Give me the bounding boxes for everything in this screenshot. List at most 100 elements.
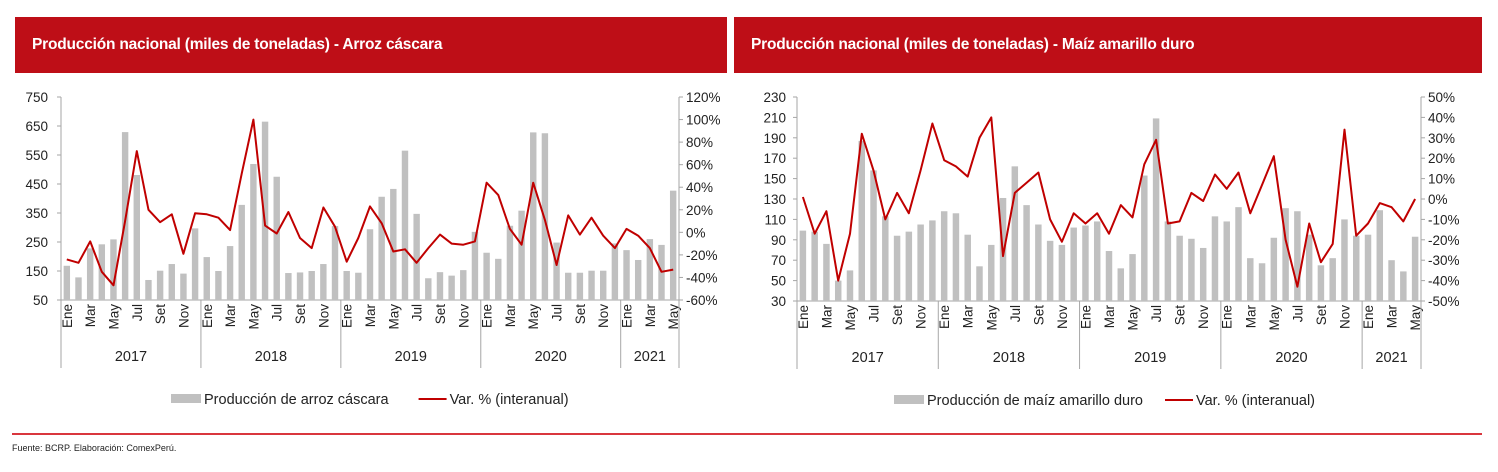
bar	[1223, 221, 1230, 301]
bar	[1364, 234, 1372, 301]
x-tick-label: Ene	[937, 305, 952, 329]
bar	[588, 270, 595, 300]
x-tick-label: Nov	[176, 304, 191, 328]
year-label: 2020	[1275, 350, 1307, 366]
x-tick-label: Ene	[60, 304, 75, 328]
bar	[1164, 221, 1172, 301]
bar	[495, 258, 502, 300]
bar	[460, 270, 467, 300]
bar	[870, 170, 877, 301]
legend-label-bar: Producción de arroz cáscara	[204, 392, 389, 408]
y-tick-label-left: 550	[25, 148, 48, 163]
bar	[1093, 221, 1101, 301]
legend-bar-swatch	[894, 395, 924, 404]
x-tick-label: Nov	[316, 304, 331, 328]
y-tick-label-right: 120%	[686, 90, 721, 105]
x-tick-label: Set	[433, 304, 448, 325]
x-tick-label: Ene	[796, 305, 811, 329]
x-tick-label: Ene	[620, 304, 635, 328]
bar	[401, 150, 409, 300]
bar	[905, 231, 913, 301]
x-tick-label: Ene	[200, 304, 215, 328]
bar	[1353, 235, 1360, 301]
x-tick-label: Mar	[819, 304, 834, 328]
bar	[917, 224, 924, 301]
bar	[168, 264, 175, 300]
bar	[1188, 238, 1195, 301]
y-tick-label-left: 150	[763, 172, 786, 187]
bar	[191, 228, 199, 300]
y-tick-label-left: 350	[25, 206, 48, 221]
bar	[285, 273, 292, 300]
x-tick-label: Set	[293, 304, 308, 325]
x-tick-label: Mar	[223, 303, 238, 327]
x-tick-label: Set	[153, 304, 168, 325]
x-tick-label: Mar	[1102, 304, 1117, 328]
x-tick-label: Jul	[410, 304, 425, 321]
x-tick-label: Set	[1173, 305, 1188, 326]
x-tick-label: May	[843, 305, 858, 331]
y-tick-label-right: 0%	[1428, 192, 1448, 207]
y-tick-label-right: -30%	[1428, 253, 1460, 268]
x-tick-label: Mar	[643, 303, 658, 327]
bar	[506, 225, 514, 300]
y-tick-label-right: -20%	[686, 248, 718, 263]
x-tick-label: May	[1267, 305, 1282, 331]
x-tick-label: May	[526, 304, 541, 330]
year-label: 2020	[535, 349, 567, 365]
y-tick-label-right: 30%	[1428, 131, 1455, 146]
bar	[390, 188, 397, 300]
y-tick-label-left: 450	[25, 177, 48, 192]
bar	[250, 163, 257, 300]
x-tick-label: Nov	[456, 304, 471, 328]
bar	[1129, 254, 1136, 301]
bar	[1117, 268, 1125, 301]
y-tick-label-left: 250	[25, 235, 48, 250]
y-tick-label-left: 230	[763, 90, 786, 105]
bar	[1341, 219, 1348, 301]
bar	[413, 213, 420, 300]
bar	[145, 279, 152, 300]
x-tick-label: Set	[1314, 305, 1329, 326]
bar	[226, 246, 234, 300]
bar	[1046, 240, 1054, 301]
y-tick-label-right: -40%	[686, 270, 718, 285]
bar	[378, 196, 385, 300]
bar	[1270, 237, 1278, 301]
bar	[811, 231, 818, 301]
x-tick-label: Set	[573, 304, 588, 325]
bar	[623, 250, 630, 300]
bar	[1058, 244, 1066, 301]
bar	[180, 273, 187, 300]
bar	[646, 239, 654, 300]
y-tick-label-right: 60%	[686, 158, 713, 173]
y-tick-label-left: 750	[25, 90, 48, 105]
bar	[343, 271, 350, 300]
y-tick-label-left: 650	[25, 119, 48, 134]
y-tick-label-left: 130	[763, 192, 786, 207]
bar	[940, 211, 948, 301]
bar	[296, 272, 304, 300]
y-tick-label-right: -20%	[1428, 233, 1460, 248]
bar	[1258, 263, 1266, 301]
x-tick-label: Nov	[596, 304, 611, 328]
bar	[366, 229, 374, 300]
x-tick-label: Ene	[1220, 305, 1235, 329]
y-tick-label-left: 170	[763, 151, 786, 166]
year-label: 2018	[255, 349, 287, 365]
bar	[1317, 265, 1325, 301]
bar	[834, 280, 842, 301]
bar	[893, 235, 901, 301]
bar	[634, 259, 642, 300]
footer-divider	[12, 433, 1482, 435]
bar	[518, 210, 525, 300]
y-tick-label-right: -50%	[1428, 294, 1460, 309]
y-tick-label-right: 10%	[1428, 172, 1455, 187]
bar	[331, 226, 339, 300]
bar	[929, 220, 936, 301]
bar	[1211, 216, 1219, 301]
bar	[823, 243, 830, 301]
bar	[1199, 247, 1207, 301]
y-tick-label-right: 80%	[686, 135, 713, 150]
